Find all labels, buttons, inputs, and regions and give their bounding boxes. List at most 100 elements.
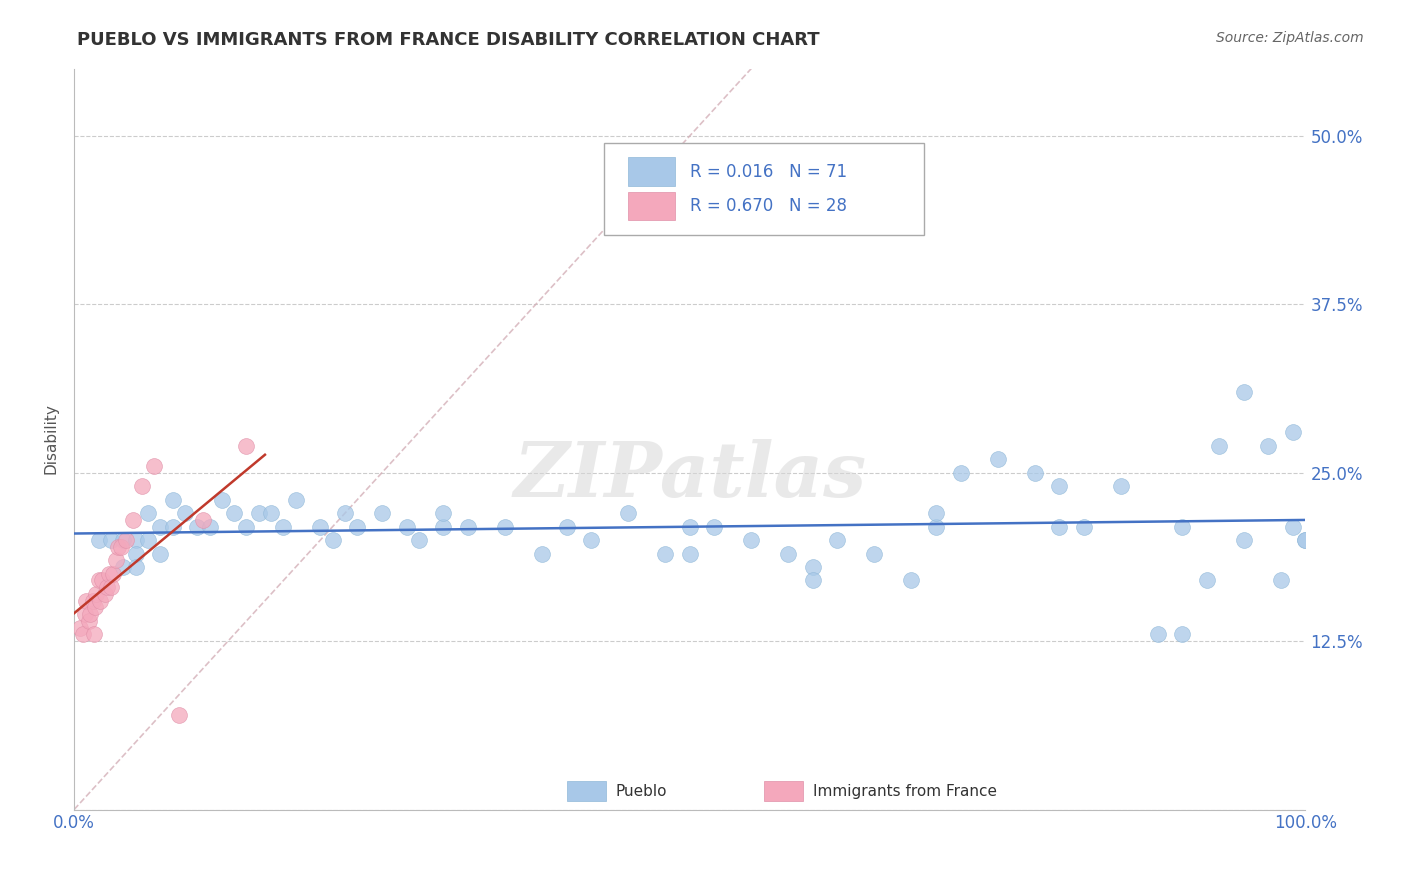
Point <box>75 607 97 622</box>
Point <box>174 506 197 520</box>
Point <box>96 580 118 594</box>
Point <box>167 708 190 723</box>
Point <box>555 519 578 533</box>
Point <box>432 506 454 520</box>
Point <box>211 492 233 507</box>
Point <box>69 621 91 635</box>
Text: R = 0.016   N = 71: R = 0.016 N = 71 <box>690 162 846 180</box>
Point <box>235 439 257 453</box>
Point <box>104 553 127 567</box>
Point <box>322 533 344 547</box>
Point <box>124 560 146 574</box>
Point <box>581 533 603 547</box>
Point <box>987 452 1010 467</box>
Point <box>1257 439 1279 453</box>
Point <box>1294 533 1316 547</box>
FancyBboxPatch shape <box>628 193 675 220</box>
Point <box>79 607 101 622</box>
Point <box>1171 519 1194 533</box>
Point <box>801 560 824 574</box>
Point <box>84 587 107 601</box>
Point <box>136 506 159 520</box>
Point <box>457 519 479 533</box>
Point <box>247 506 270 520</box>
Point <box>703 519 725 533</box>
FancyBboxPatch shape <box>603 143 924 235</box>
Point <box>136 533 159 547</box>
Point <box>801 574 824 588</box>
Text: ZIPatlas: ZIPatlas <box>513 439 866 513</box>
Point <box>122 513 145 527</box>
Point <box>75 593 97 607</box>
Text: Pueblo: Pueblo <box>616 783 668 798</box>
Point <box>149 519 172 533</box>
Point <box>679 547 702 561</box>
Point <box>1171 627 1194 641</box>
Point <box>827 533 849 547</box>
FancyBboxPatch shape <box>567 780 606 801</box>
Point <box>84 600 107 615</box>
Point <box>530 547 553 561</box>
Point <box>1282 425 1305 440</box>
Point <box>162 519 184 533</box>
Point <box>103 566 125 581</box>
Point <box>925 519 948 533</box>
Point <box>1024 466 1046 480</box>
Point <box>186 519 208 533</box>
Text: R = 0.670   N = 28: R = 0.670 N = 28 <box>690 197 846 215</box>
Point <box>112 560 135 574</box>
Point <box>395 519 418 533</box>
Point <box>1270 574 1292 588</box>
Point <box>114 533 136 547</box>
Y-axis label: Disability: Disability <box>44 403 58 475</box>
Point <box>72 627 94 641</box>
Point <box>408 533 430 547</box>
Point <box>131 479 153 493</box>
Point <box>83 627 105 641</box>
Point <box>77 614 100 628</box>
Point <box>617 506 640 520</box>
Point <box>863 547 886 561</box>
Point <box>432 519 454 533</box>
Point <box>1195 574 1218 588</box>
Point <box>494 519 516 533</box>
Point <box>149 547 172 561</box>
Point <box>346 519 368 533</box>
Point <box>1047 519 1070 533</box>
Text: PUEBLO VS IMMIGRANTS FROM FRANCE DISABILITY CORRELATION CHART: PUEBLO VS IMMIGRANTS FROM FRANCE DISABIL… <box>77 31 820 49</box>
Point <box>87 574 110 588</box>
Point <box>87 533 110 547</box>
Point <box>235 519 257 533</box>
Point <box>112 533 135 547</box>
Point <box>260 506 283 520</box>
Point <box>1208 439 1230 453</box>
Point <box>333 506 356 520</box>
Point <box>193 513 215 527</box>
Point <box>949 466 972 480</box>
Point <box>273 519 295 533</box>
Point <box>284 492 307 507</box>
Point <box>679 519 702 533</box>
Text: Source: ZipAtlas.com: Source: ZipAtlas.com <box>1216 31 1364 45</box>
Point <box>1073 519 1095 533</box>
FancyBboxPatch shape <box>763 780 803 801</box>
Point <box>100 533 122 547</box>
Point <box>110 540 132 554</box>
Point <box>1146 627 1168 641</box>
Point <box>162 492 184 507</box>
Point <box>224 506 246 520</box>
Point <box>94 587 117 601</box>
Point <box>97 566 120 581</box>
Point <box>900 574 922 588</box>
FancyBboxPatch shape <box>628 158 675 186</box>
Point <box>309 519 332 533</box>
Point <box>100 580 122 594</box>
Point <box>107 540 129 554</box>
Point <box>1047 479 1070 493</box>
Point <box>1233 533 1256 547</box>
Point <box>198 519 221 533</box>
Point <box>91 574 114 588</box>
Point <box>143 458 166 473</box>
Point <box>371 506 394 520</box>
Point <box>124 547 146 561</box>
